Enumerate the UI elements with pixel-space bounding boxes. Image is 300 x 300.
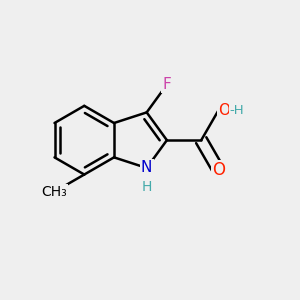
Text: F: F [163, 77, 171, 92]
Text: O: O [212, 161, 225, 179]
Text: N: N [141, 160, 152, 175]
Text: H: H [142, 180, 152, 194]
Text: O: O [218, 103, 230, 118]
Text: -H: -H [230, 104, 244, 117]
Text: CH₃: CH₃ [42, 185, 68, 199]
